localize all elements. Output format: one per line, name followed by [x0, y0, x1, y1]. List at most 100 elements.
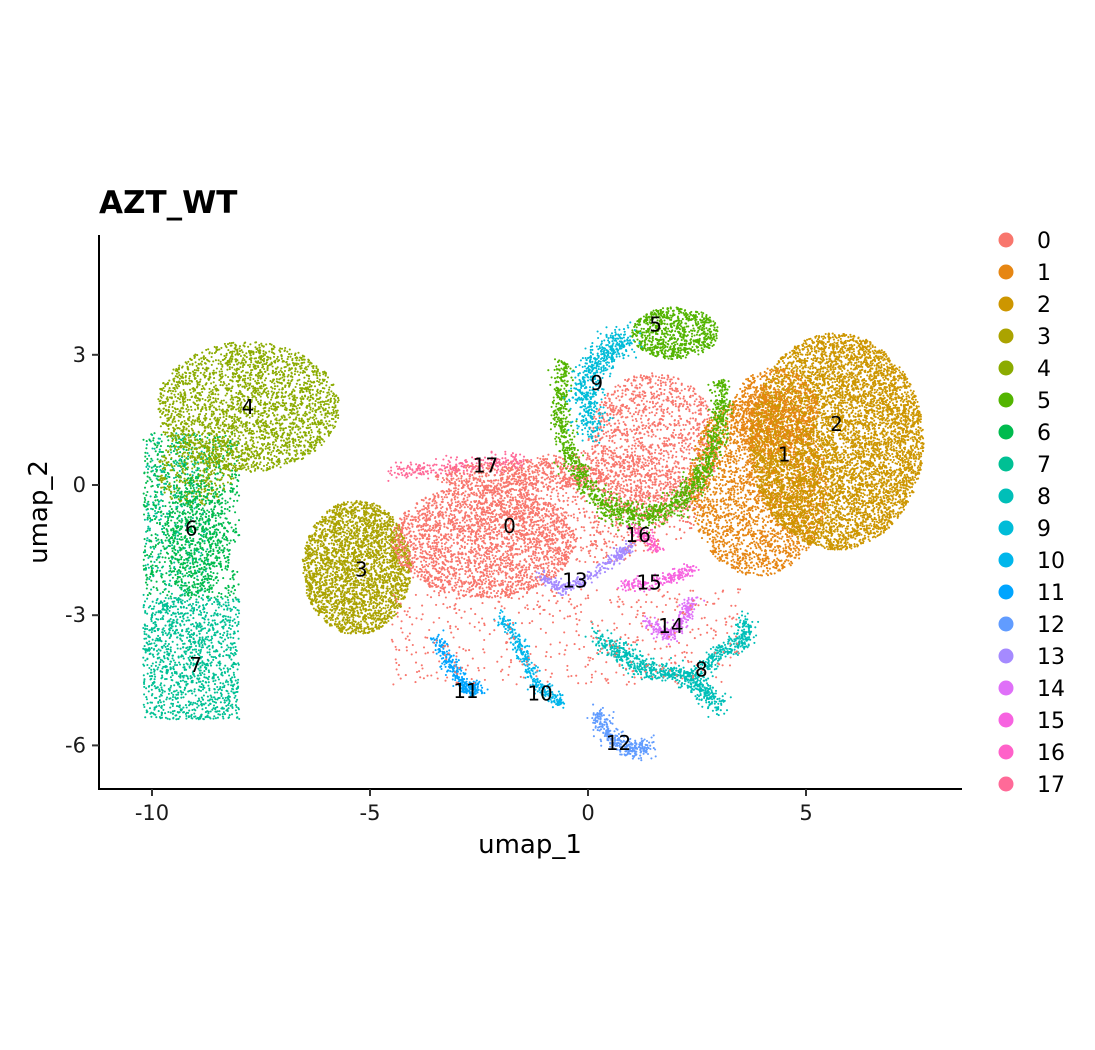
scatter-point [230, 591, 232, 593]
scatter-point [221, 437, 223, 439]
scatter-point [162, 666, 164, 668]
scatter-point [192, 702, 194, 704]
scatter-point [247, 448, 249, 450]
scatter-point [159, 400, 161, 402]
scatter-point [283, 404, 285, 406]
scatter-point [233, 672, 235, 674]
scatter-point [338, 399, 340, 401]
scatter-point [268, 407, 270, 409]
scatter-point [222, 408, 224, 410]
scatter-point [144, 501, 146, 503]
scatter-point [328, 407, 330, 409]
scatter-point [175, 441, 177, 443]
scatter-point [251, 444, 253, 446]
scatter-point [237, 384, 239, 386]
scatter-point [147, 673, 149, 675]
scatter-point [151, 614, 153, 616]
scatter-point [244, 379, 246, 381]
scatter-point [232, 397, 234, 399]
scatter-point [201, 644, 203, 646]
scatter-point [217, 595, 219, 597]
scatter-point [254, 387, 256, 389]
scatter-point [288, 446, 290, 448]
scatter-point [176, 636, 178, 638]
scatter-point [245, 469, 247, 471]
scatter-point [234, 695, 236, 697]
scatter-point [199, 624, 201, 626]
scatter-point [225, 601, 227, 603]
scatter-point [219, 468, 221, 470]
scatter-point [172, 655, 174, 657]
scatter-point [173, 659, 175, 661]
scatter-point [283, 373, 285, 375]
scatter-point [295, 418, 297, 420]
scatter-point [223, 399, 225, 401]
scatter-point [184, 400, 186, 402]
scatter-point [146, 664, 148, 666]
scatter-point [183, 658, 185, 660]
scatter-point [198, 596, 200, 598]
scatter-point [209, 654, 211, 656]
scatter-point [159, 403, 161, 405]
scatter-point [265, 446, 267, 448]
scatter-point [319, 423, 321, 425]
scatter-point [167, 633, 169, 635]
scatter-point [214, 393, 216, 395]
scatter-point [245, 441, 247, 443]
scatter-point [328, 425, 330, 427]
scatter-point [169, 663, 171, 665]
scatter-point [240, 355, 242, 357]
scatter-point [269, 402, 271, 404]
scatter-point [148, 555, 150, 557]
scatter-point [213, 677, 215, 679]
scatter-point [211, 603, 213, 605]
scatter-point [143, 493, 145, 495]
scatter-point [167, 608, 169, 610]
scatter-point [296, 357, 298, 359]
scatter-point [271, 408, 273, 410]
scatter-point [198, 359, 200, 361]
scatter-point [248, 422, 250, 424]
scatter-point [298, 428, 300, 430]
scatter-point [314, 450, 316, 452]
scatter-point [260, 404, 262, 406]
scatter-point [212, 360, 214, 362]
scatter-point [190, 677, 192, 679]
scatter-point [298, 414, 300, 416]
scatter-point [181, 612, 183, 614]
scatter-point [319, 390, 321, 392]
scatter-point [180, 433, 182, 435]
scatter-point [328, 393, 330, 395]
scatter-point [185, 715, 187, 717]
scatter-point [197, 384, 199, 386]
scatter-point [152, 662, 154, 664]
scatter-point [157, 453, 159, 455]
scatter-point [171, 396, 173, 398]
scatter-point [220, 353, 222, 355]
scatter-point [337, 410, 339, 412]
scatter-point [229, 470, 231, 472]
scatter-point [211, 352, 213, 354]
scatter-point [157, 657, 159, 659]
scatter-point [212, 629, 214, 631]
scatter-point [204, 666, 206, 668]
scatter-point [292, 362, 294, 364]
scatter-point [198, 679, 200, 681]
scatter-point [185, 669, 187, 671]
scatter-point [287, 356, 289, 358]
scatter-point [289, 422, 291, 424]
scatter-point [227, 669, 229, 671]
scatter-point [200, 552, 202, 554]
scatter-point [216, 367, 218, 369]
scatter-point [145, 687, 147, 689]
scatter-point [160, 552, 162, 554]
scatter-point [231, 704, 233, 706]
scatter-point [227, 501, 229, 503]
scatter-point [229, 633, 231, 635]
scatter-point [334, 415, 336, 417]
scatter-point [222, 384, 224, 386]
scatter-point [328, 389, 330, 391]
scatter-point [152, 567, 154, 569]
scatter-point [187, 399, 189, 401]
scatter-point [279, 427, 281, 429]
